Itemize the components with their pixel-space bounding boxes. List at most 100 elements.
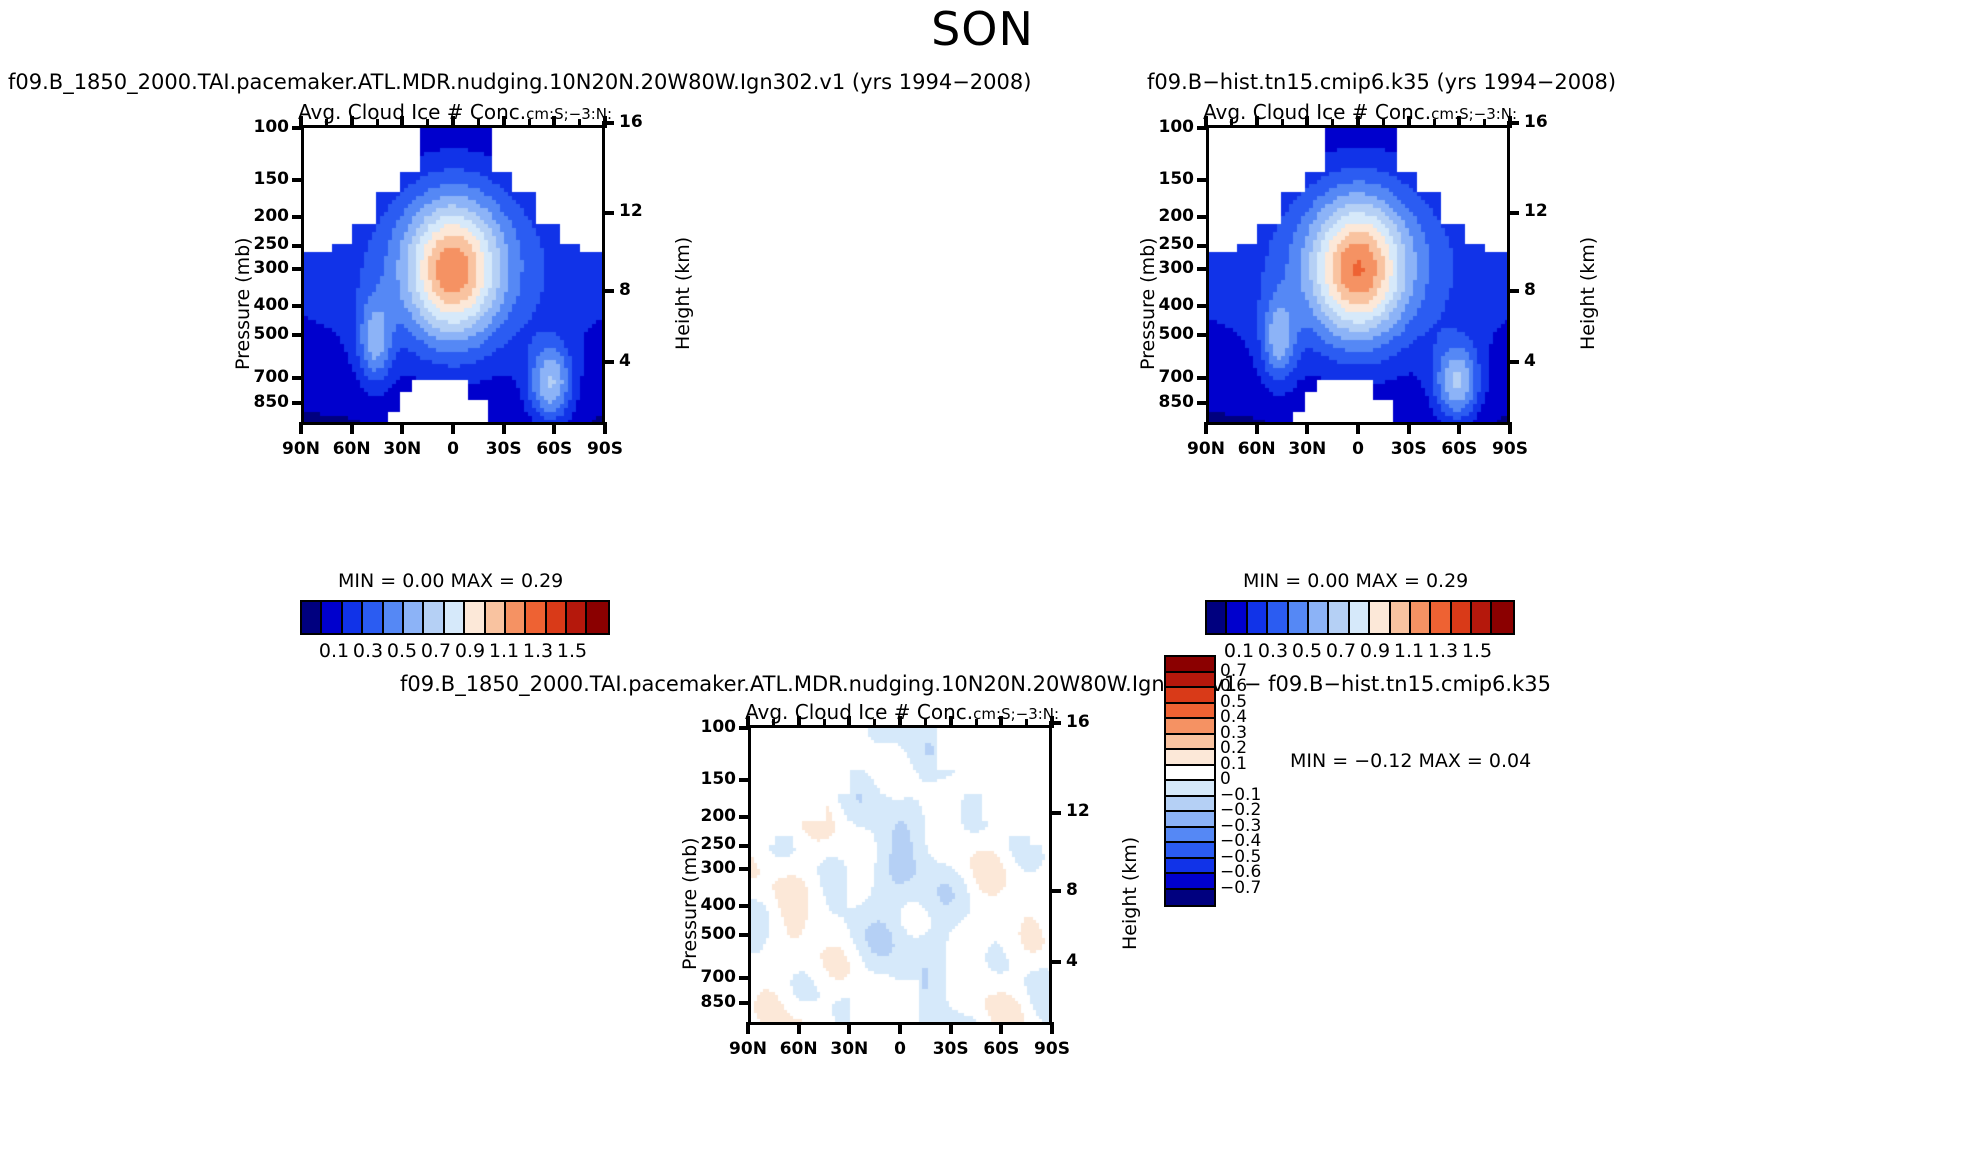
pressure-tick-label: 100 <box>253 116 290 137</box>
left-subtitle-units: cm:S;−3:N: <box>526 105 613 123</box>
left-y2-axis-label: Height (km) <box>672 236 694 350</box>
colorbar-swatch[interactable] <box>322 602 343 633</box>
colorbar-swatch[interactable] <box>1166 719 1214 735</box>
colorbar-swatch[interactable] <box>567 602 588 633</box>
colorbar-tick-label: 0.3 <box>1220 722 1248 743</box>
colorbar-swatch[interactable] <box>1390 602 1411 633</box>
right-colorbar[interactable] <box>1205 600 1515 635</box>
height-tick-label: 12 <box>1524 201 1548 222</box>
height-tick <box>602 121 614 126</box>
diff-contour-plot[interactable] <box>748 725 1052 1025</box>
left-contour-plot[interactable] <box>301 125 605 425</box>
colorbar-swatch[interactable] <box>505 602 527 633</box>
colorbar-swatch[interactable] <box>1268 602 1289 633</box>
colorbar-swatch[interactable] <box>546 602 568 633</box>
colorbar-swatch[interactable] <box>1166 858 1214 874</box>
colorbar-tick-label: 0.7 <box>1325 640 1357 662</box>
colorbar-swatch[interactable] <box>1166 874 1214 890</box>
colorbar-swatch[interactable] <box>403 602 425 633</box>
right-subtitle-main: Avg. Cloud Ice # Conc. <box>1203 100 1432 124</box>
pressure-tick-label: 850 <box>253 391 290 412</box>
colorbar-swatch[interactable] <box>1451 602 1473 633</box>
colorbar-swatch[interactable] <box>1288 602 1309 633</box>
height-tick-label: 4 <box>1524 350 1536 371</box>
latitude-minor-tick <box>527 119 531 128</box>
pressure-tick <box>1197 267 1209 272</box>
pressure-tick <box>292 215 304 220</box>
height-tick <box>1049 889 1061 894</box>
colorbar-swatch[interactable] <box>1166 796 1214 812</box>
colorbar-swatch[interactable] <box>1308 602 1330 633</box>
pressure-tick-label: 200 <box>700 805 737 826</box>
colorbar-swatch[interactable] <box>444 602 466 633</box>
colorbar-swatch[interactable] <box>1166 657 1214 673</box>
left-panel-title: f09.B_1850_2000.TAI.pacemaker.ATL.MDR.nu… <box>8 70 1032 94</box>
colorbar-swatch[interactable] <box>1166 889 1214 905</box>
pressure-tick-label: 250 <box>1158 234 1195 255</box>
colorbar-tick-label: 0.9 <box>454 640 486 662</box>
latitude-tick-top <box>400 116 405 128</box>
latitude-tick <box>1305 422 1310 434</box>
colorbar-tick-label: −0.1 <box>1220 784 1262 805</box>
colorbar-swatch[interactable] <box>1370 602 1391 633</box>
colorbar-tick-label: 0.9 <box>1359 640 1391 662</box>
colorbar-tick-label: −0.4 <box>1220 831 1262 851</box>
height-tick <box>1049 960 1061 964</box>
latitude-minor-tick <box>1381 119 1385 128</box>
colorbar-swatch[interactable] <box>1166 781 1214 797</box>
height-tick-label: 8 <box>1524 279 1536 300</box>
colorbar-swatch[interactable] <box>1166 703 1214 719</box>
colorbar-swatch[interactable] <box>465 602 486 633</box>
height-tick-label: 16 <box>619 111 643 132</box>
latitude-tick <box>451 422 455 434</box>
colorbar-swatch[interactable] <box>1166 843 1214 859</box>
right-subtitle-units: cm:S;−3:N: <box>1431 105 1518 123</box>
latitude-minor-tick <box>375 119 379 128</box>
height-tick <box>602 360 614 364</box>
colorbar-swatch[interactable] <box>1431 602 1452 633</box>
colorbar-swatch[interactable] <box>1472 602 1493 633</box>
colorbar-swatch[interactable] <box>363 602 384 633</box>
colorbar-swatch[interactable] <box>1166 812 1214 828</box>
colorbar-swatch[interactable] <box>1492 602 1513 633</box>
pressure-tick <box>1197 304 1209 309</box>
colorbar-swatch[interactable] <box>1166 672 1214 688</box>
colorbar-swatch[interactable] <box>1410 602 1432 633</box>
left-minmax: MIN = 0.00 MAX = 0.29 <box>338 570 564 592</box>
colorbar-swatch[interactable] <box>526 602 547 633</box>
latitude-minor-tick <box>1280 119 1284 128</box>
latitude-tick-top <box>501 116 506 128</box>
right-contour-plot[interactable] <box>1206 125 1510 425</box>
latitude-tick-label: 90N <box>1187 439 1225 459</box>
colorbar-swatch[interactable] <box>1207 602 1228 633</box>
height-tick <box>1507 289 1519 294</box>
colorbar-swatch[interactable] <box>1166 734 1214 750</box>
colorbar-swatch[interactable] <box>1166 765 1214 781</box>
colorbar-tick-label: 0.3 <box>1257 640 1289 662</box>
colorbar-swatch[interactable] <box>424 602 445 633</box>
diff-subtitle-main: Avg. Cloud Ice # Conc. <box>745 700 974 724</box>
latitude-minor-tick <box>1331 119 1335 128</box>
colorbar-swatch[interactable] <box>383 602 404 633</box>
colorbar-swatch[interactable] <box>1166 688 1214 704</box>
left-colorbar[interactable] <box>300 600 610 635</box>
latitude-tick <box>1406 422 1411 434</box>
pressure-tick <box>739 726 751 731</box>
colorbar-tick-label: 0.5 <box>1220 691 1248 712</box>
colorbar-swatch[interactable] <box>1227 602 1248 633</box>
latitude-tick-label: 30N <box>830 1039 869 1059</box>
pressure-tick-label: 250 <box>253 234 290 255</box>
colorbar-tick-label: 0.1 <box>1223 640 1255 662</box>
colorbar-swatch[interactable] <box>485 602 506 633</box>
colorbar-swatch[interactable] <box>1247 602 1269 633</box>
latitude-tick-top <box>1457 116 1462 128</box>
colorbar-swatch[interactable] <box>1166 827 1214 843</box>
colorbar-swatch[interactable] <box>1349 602 1371 633</box>
right-panel-subtitle: Avg. Cloud Ice # Conc.cm:S;−3:N: <box>1203 100 1517 124</box>
colorbar-swatch[interactable] <box>342 602 364 633</box>
colorbar-swatch[interactable] <box>1329 602 1350 633</box>
colorbar-swatch[interactable] <box>1166 750 1214 766</box>
colorbar-swatch[interactable] <box>587 602 608 633</box>
diff-colorbar[interactable] <box>1164 655 1216 907</box>
colorbar-swatch[interactable] <box>302 602 323 633</box>
